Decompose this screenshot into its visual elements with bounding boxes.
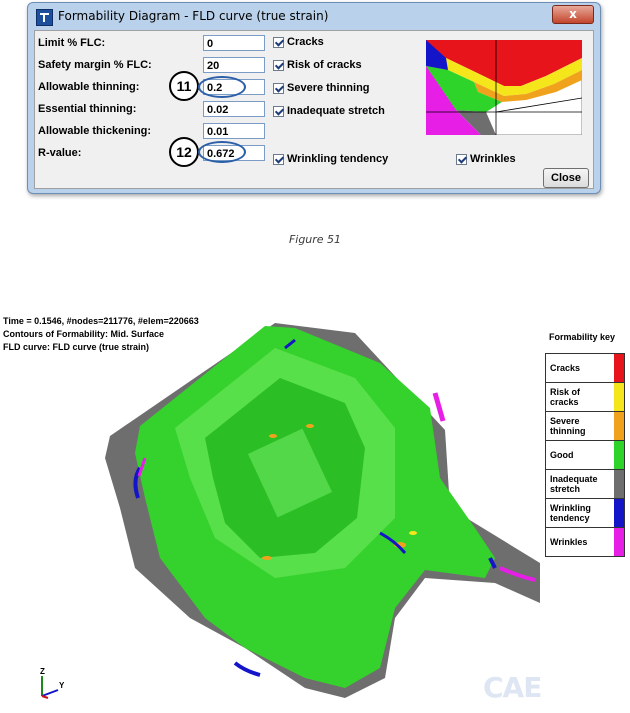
axis-triad-icon [41, 676, 59, 699]
checkbox-check-icon [273, 36, 284, 48]
key-label: Wrinkles [550, 537, 588, 547]
close-button[interactable]: Close [543, 168, 589, 188]
safety-margin-input[interactable]: 20 [203, 57, 265, 73]
y-axis-label: Y [59, 681, 65, 690]
formability-dialog: Formability Diagram - FLD curve (true st… [27, 2, 601, 194]
limit-flc-input[interactable]: 0 [203, 35, 265, 51]
risk-of-cracks-spot [409, 531, 417, 535]
key-row-wrinkles: Wrinkles [546, 528, 624, 556]
wrinkles-edge [499, 566, 536, 582]
formability-contour-plot [105, 323, 540, 698]
fld-zone-inadequate-stretch [456, 110, 496, 135]
fld-curve-info-line: FLD curve: FLD curve (true strain) [3, 342, 150, 352]
severe-thinning-checkbox-label: Severe thinning [287, 82, 370, 94]
r-value-label: R-value: [38, 147, 82, 159]
r-value-highlight-ellipse [198, 141, 246, 163]
key-row-wrinkling-tendency: Wrinkling tendency [546, 499, 624, 528]
wrinkles-checkbox[interactable]: Wrinkles [456, 153, 516, 165]
key-row-risk-of-cracks: Risk of cracks [546, 383, 624, 412]
key-row-cracks: Cracks [546, 354, 624, 383]
z-axis-label: Z [40, 667, 45, 676]
wrinkles-checkbox-label: Wrinkles [470, 153, 516, 165]
inadequate-stretch-checkbox[interactable]: Inadequate stretch [273, 105, 385, 117]
allowable-thickening-input[interactable]: 0.01 [203, 123, 265, 139]
wrinkling-tendency-edge [488, 557, 497, 569]
title-bar[interactable]: Formability Diagram - FLD curve (true st… [28, 3, 600, 29]
key-swatch-wrinkling-tendency [614, 499, 624, 527]
formability-key: Cracks Risk of cracks Severe thinning Go… [545, 353, 625, 557]
key-label: Risk of cracks [550, 387, 581, 407]
key-row-severe-thinning: Severe thinning [546, 412, 624, 441]
checkbox-check-icon [273, 105, 284, 117]
wrinkling-tendency-edge [133, 466, 142, 499]
key-label: Good [550, 450, 574, 460]
figure-caption: Figure 51 [288, 233, 342, 246]
essential-thinning-label: Essential thinning: [38, 103, 137, 115]
checkbox-check-icon [456, 153, 467, 165]
window-title: Formability Diagram - FLD curve (true st… [58, 9, 329, 23]
key-row-good: Good [546, 441, 624, 470]
severe-thinning-spot [262, 556, 272, 560]
fld-zone-cracks [426, 40, 582, 86]
wrinkling-tendency-edge [284, 338, 296, 350]
checkbox-check-icon [273, 153, 284, 165]
fld-zone-wrinkling-tendency [426, 40, 448, 70]
key-swatch-wrinkles [614, 528, 624, 556]
fld-zone-risk [426, 52, 582, 96]
key-swatch-severe-thinning [614, 412, 624, 440]
key-swatch-inadequate-stretch [614, 470, 624, 498]
severe-thinning-checkbox[interactable]: Severe thinning [273, 82, 370, 94]
key-row-inadequate-stretch: Inadequate stretch [546, 470, 624, 499]
allowable-thinning-label: Allowable thinning: [38, 81, 140, 93]
safety-margin-label: Safety margin % FLC: [38, 59, 152, 71]
key-label: Wrinkling tendency [550, 503, 591, 523]
wrinkling-tendency-edge [233, 661, 261, 677]
severe-thinning-spot [306, 424, 314, 428]
key-swatch-risk-of-cracks [614, 383, 624, 411]
fld-zone-preview [426, 40, 582, 135]
severe-thinning-spot [269, 434, 277, 438]
key-label: Cracks [550, 363, 581, 373]
wrinkling-tendency-checkbox-label: Wrinkling tendency [287, 153, 389, 165]
thinning-highlight-ellipse [198, 76, 246, 98]
contour-info-line: Contours of Formability: Mid. Surface [3, 329, 165, 339]
time-info-line: Time = 0.1546, #nodes=211776, #elem=2206… [3, 316, 199, 326]
x-axis-line [41, 695, 49, 699]
window-close-button[interactable]: x [552, 5, 594, 24]
risk-of-cracks-checkbox-label: Risk of cracks [287, 59, 362, 71]
fld-zone-thinning [474, 70, 582, 102]
key-label: Severe thinning [550, 416, 586, 436]
limit-flc-label: Limit % FLC: [38, 37, 106, 49]
formability-key-title: Formability key [549, 332, 616, 342]
inadequate-stretch-checkbox-label: Inadequate stretch [287, 105, 385, 117]
risk-of-cracks-checkbox[interactable]: Risk of cracks [273, 59, 362, 71]
wrinkles-edge [137, 457, 147, 477]
allowable-thickening-label: Allowable thickening: [38, 125, 152, 137]
key-label: Inadequate stretch [550, 474, 598, 494]
fld-zone-wrinkles [426, 66, 481, 135]
wrinkling-tendency-checkbox[interactable]: Wrinkling tendency [273, 153, 388, 165]
callout-11: 11 [169, 71, 199, 101]
fld-limit-line [495, 97, 582, 113]
app-icon [36, 9, 53, 26]
wrinkles-edge [432, 392, 446, 422]
cracks-checkbox-label: Cracks [287, 36, 324, 48]
cae-watermark: CAE [483, 671, 542, 704]
part-center-pocket [248, 428, 332, 518]
checkbox-check-icon [273, 59, 284, 71]
cracks-checkbox[interactable]: Cracks [273, 36, 324, 48]
essential-thinning-input[interactable]: 0.02 [203, 101, 265, 117]
dialog-panel: Limit % FLC: Safety margin % FLC: Allowa… [34, 30, 594, 189]
key-swatch-good [614, 441, 624, 469]
key-swatch-cracks [614, 354, 624, 382]
callout-12: 12 [169, 137, 199, 167]
y-axis-line [41, 689, 59, 697]
checkbox-check-icon [273, 82, 284, 94]
wrinkling-tendency-edge [379, 531, 407, 554]
